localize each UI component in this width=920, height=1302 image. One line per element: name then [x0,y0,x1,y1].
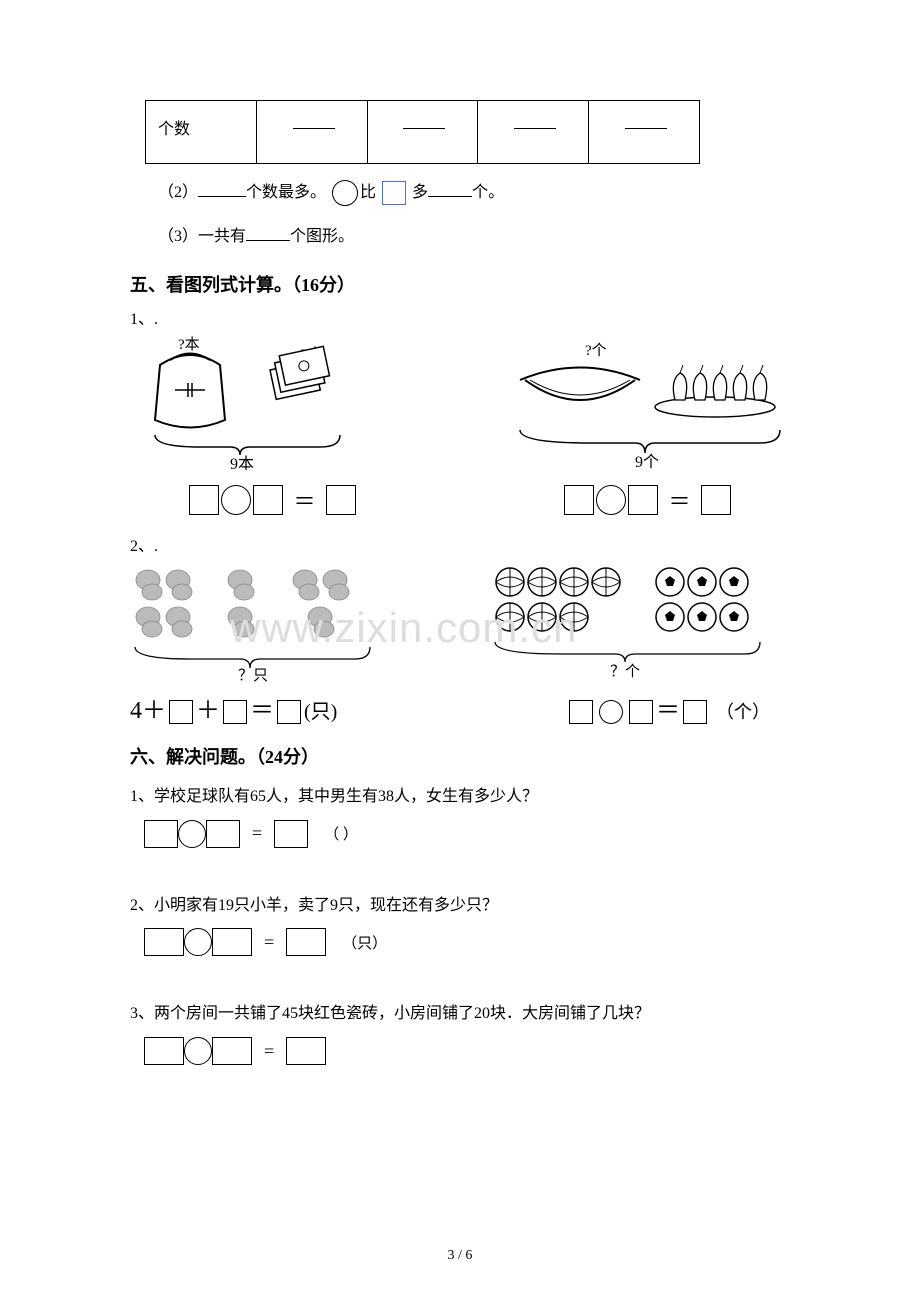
question-2-line: （2） 个数最多。 比 多 个。 [158,178,790,208]
section-6-title: 六、解决问题。（24分） [130,743,790,769]
operator-circle[interactable] [599,700,623,724]
equation-1-left[interactable]: ＝ [130,484,415,516]
answer-equation-2[interactable]: = （只） [144,928,790,956]
answer-box[interactable] [212,1037,252,1065]
operator-circle[interactable] [221,485,251,515]
svg-text:？只: ？只 [238,668,268,682]
answer-box[interactable] [277,700,301,724]
q1-label: 1、. [130,305,790,329]
svg-text:？个: ？个 [610,663,640,680]
q2-suffix: 个。 [472,184,504,201]
operator-circle[interactable] [184,1037,212,1065]
svg-text:9个: 9个 [635,453,659,470]
figure-2-left: ？只 [130,562,400,682]
figure-1-left: ?本 3本 9本 [130,335,400,470]
q2-label: 2、. [130,532,790,556]
equals-sign: = [264,1041,274,1061]
equation-2-left[interactable]: 4＋＋＝(只) [130,690,337,725]
section-5-title: 五、看图列式计算。（16分） [130,271,790,297]
equals-sign: ＝ [293,489,315,514]
table-cell[interactable] [589,101,700,164]
question-3-line: （3）一共有 个图形。 [158,222,790,252]
answer-box[interactable] [169,700,193,724]
equation-2-right[interactable]: ＝ （个） [566,690,770,725]
svg-text:9本: 9本 [230,455,254,470]
answer-box[interactable] [629,700,653,724]
answer-box[interactable] [144,1037,184,1065]
equals-sign: ＝ [656,698,680,724]
table-cell[interactable] [478,101,589,164]
answer-box[interactable] [144,928,184,956]
unit-label: （个） [716,702,770,722]
answer-box[interactable] [683,700,707,724]
answer-box[interactable] [144,820,178,848]
answer-box[interactable] [274,820,308,848]
table-cell[interactable] [367,101,478,164]
svg-text:?个: ?个 [585,342,607,359]
word-problem-3: 3、两个房间一共铺了45块红色瓷砖，小房间铺了20块．大房间铺了几块？ [130,1000,790,1029]
word-problem-1: 1、学校足球队有65人，其中男生有38人，女生有多少人？ [130,783,790,812]
operator-circle[interactable] [178,820,206,848]
equals-sign: = [252,823,262,843]
unit-label: （ ） [324,827,358,843]
answer-box[interactable] [326,485,356,515]
blank[interactable] [428,183,472,197]
unit-label: (只) [304,701,337,723]
answer-box[interactable] [253,485,283,515]
table-row-header: 个数 [146,101,257,164]
fig-label: ?本 [178,336,200,353]
figure-2-right: ？个 [490,562,790,682]
blank[interactable] [246,227,290,241]
page-footer: 3 / 6 [0,1248,920,1264]
answer-box[interactable] [569,700,593,724]
q3-prefix: （3）一共有 [158,228,246,245]
answer-box[interactable] [564,485,594,515]
answer-box[interactable] [628,485,658,515]
answer-box[interactable] [212,928,252,956]
count-table: 个数 [145,100,700,164]
equation-row-2: 4＋＋＝(只) ＝ （个） [130,690,790,725]
operator-circle[interactable] [184,928,212,956]
q3-suffix: 个图形。 [290,228,354,245]
equals-sign: ＝ [668,489,690,514]
answer-box[interactable] [189,485,219,515]
eq2-prefix: 4＋ [130,698,166,724]
answer-equation-3[interactable]: = [144,1037,790,1065]
equation-1-right[interactable]: ＝ [505,484,790,516]
answer-box[interactable] [286,1037,326,1065]
q2-mid3: 多 [412,184,428,201]
answer-box[interactable] [701,485,731,515]
operator-circle[interactable] [596,485,626,515]
q2-mid1: 个数最多。 [246,184,326,201]
figure-1-right: ?个 9个 [490,335,790,470]
answer-box[interactable] [286,928,326,956]
answer-equation-1[interactable]: = （ ） [144,820,790,848]
equals-sign: = [264,932,274,952]
square-icon [382,181,406,205]
equation-row-1: ＝ ＝ [130,484,790,516]
word-problem-2: 2、小明家有19只小羊，卖了9只，现在还有多少只？ [130,892,790,921]
q2-prefix: （2） [158,184,198,201]
equals-sign: ＝ [250,698,274,724]
figure-row-1: ?本 3本 9本 ?个 [130,335,790,470]
figure-row-2: ？只 [130,562,790,682]
table-cell[interactable] [256,101,367,164]
q2-mid2: 比 [360,184,376,201]
circle-icon [332,180,358,206]
answer-box[interactable] [206,820,240,848]
unit-label: （只） [342,936,387,952]
blank[interactable] [198,183,246,197]
answer-box[interactable] [223,700,247,724]
